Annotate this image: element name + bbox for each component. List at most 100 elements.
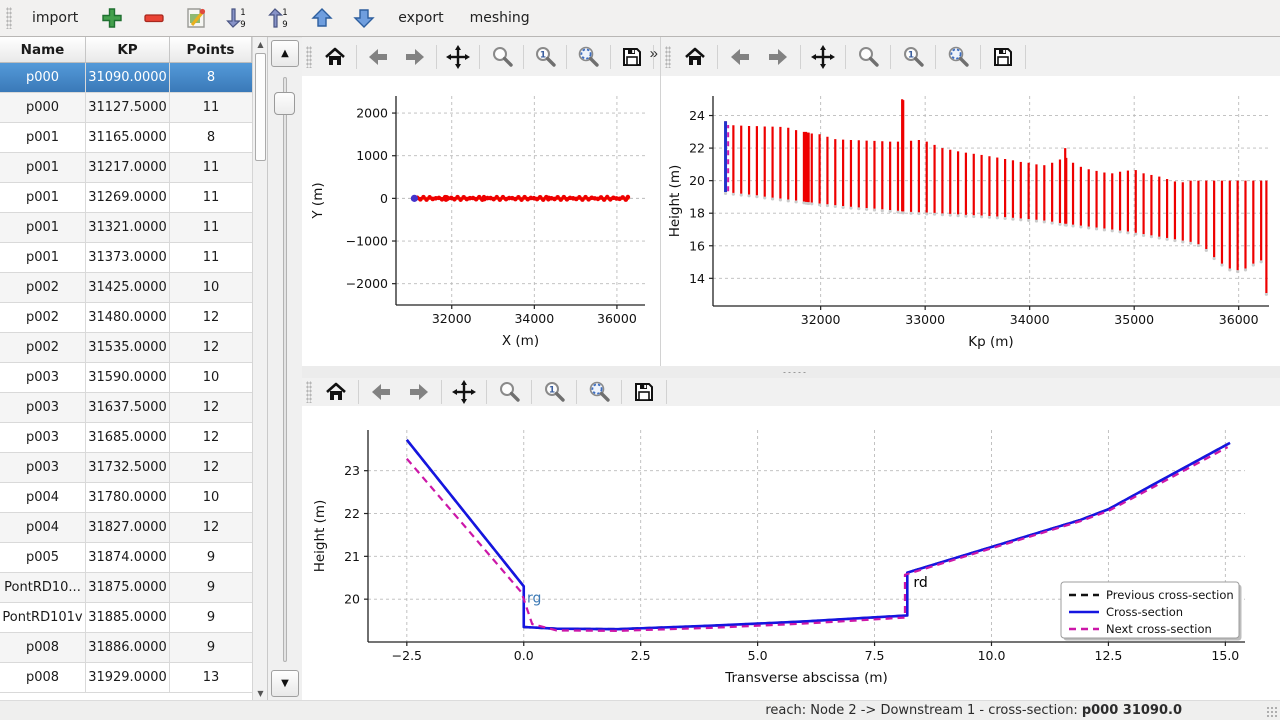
zoom-button[interactable] bbox=[850, 40, 886, 74]
slider-down-button[interactable]: ▼ bbox=[271, 670, 299, 697]
move-down-button[interactable] bbox=[346, 3, 382, 33]
svg-text:2.5: 2.5 bbox=[631, 648, 651, 663]
save-button[interactable] bbox=[985, 40, 1021, 74]
toolbar-drag-handle[interactable] bbox=[6, 7, 12, 29]
cross-section bbox=[405, 439, 1231, 631]
pan-icon bbox=[446, 44, 471, 69]
toolbar-drag-handle[interactable] bbox=[306, 381, 312, 403]
svg-text:1: 1 bbox=[540, 50, 546, 60]
export-button[interactable]: export bbox=[388, 5, 453, 31]
table-row[interactable]: p002 31535.0000 12 bbox=[0, 333, 252, 363]
pan-button[interactable] bbox=[441, 40, 475, 74]
back-button[interactable] bbox=[363, 378, 399, 406]
pan-button[interactable] bbox=[805, 40, 841, 74]
home-button[interactable] bbox=[318, 40, 352, 74]
scroll-down-icon[interactable]: ▼ bbox=[257, 688, 264, 698]
home-icon bbox=[325, 47, 345, 65]
cell-name: p002 bbox=[0, 303, 86, 332]
table-row[interactable]: p004 31780.0000 10 bbox=[0, 483, 252, 513]
horizontal-splitter[interactable] bbox=[302, 366, 1280, 378]
svg-text:9: 9 bbox=[241, 20, 246, 30]
table-row[interactable]: p001 31373.0000 11 bbox=[0, 243, 252, 273]
table-row[interactable]: p001 31321.0000 11 bbox=[0, 213, 252, 243]
slider-thumb[interactable] bbox=[274, 92, 295, 115]
forward-button[interactable] bbox=[760, 40, 796, 74]
toolbar-separator bbox=[1025, 44, 1026, 69]
table-row[interactable]: p000 31127.5000 11 bbox=[0, 93, 252, 123]
back-button[interactable] bbox=[361, 40, 395, 74]
home-button[interactable] bbox=[318, 378, 354, 406]
table-row[interactable]: PontRD101v 31885.0000 9 bbox=[0, 603, 252, 633]
svg-text:36000: 36000 bbox=[597, 311, 637, 326]
resize-grip-icon[interactable] bbox=[1266, 706, 1278, 718]
column-header-kp[interactable]: KP bbox=[86, 37, 170, 62]
svg-text:36000: 36000 bbox=[1219, 312, 1259, 327]
back-button[interactable] bbox=[722, 40, 758, 74]
table-row[interactable]: p005 31874.0000 9 bbox=[0, 543, 252, 573]
zoom-fit-button[interactable] bbox=[571, 40, 605, 74]
zoom-fit-button[interactable] bbox=[940, 40, 976, 74]
zoom-button[interactable] bbox=[491, 378, 527, 406]
table-row[interactable]: p001 31269.0000 11 bbox=[0, 183, 252, 213]
move-up-button[interactable] bbox=[304, 3, 340, 33]
add-button[interactable] bbox=[94, 3, 130, 33]
svg-text:9: 9 bbox=[283, 20, 288, 30]
cell-points: 10 bbox=[202, 490, 220, 505]
zoom-one-button[interactable]: 1 bbox=[895, 40, 931, 74]
annotation-rg: rg bbox=[527, 591, 541, 607]
table-row[interactable]: p001 31165.0000 8 bbox=[0, 123, 252, 153]
table-row[interactable]: p003 31685.0000 12 bbox=[0, 423, 252, 453]
sort-asc-icon: 19 bbox=[268, 8, 288, 30]
pan-button[interactable] bbox=[446, 378, 482, 406]
remove-button[interactable] bbox=[136, 3, 172, 33]
toolbar-drag-handle[interactable] bbox=[306, 45, 312, 68]
save-button[interactable] bbox=[626, 378, 662, 406]
profile-view-figure[interactable]: 32000 33000 34000 35000 36000 14 16 18 20 22 24 Kp … bbox=[661, 76, 1280, 366]
cell-name: p001 bbox=[0, 123, 86, 152]
cross-section-figure[interactable]: −2.5 0.0 2.5 5.0 7.5 10.0 12.5 15.0 20 21 22 23 Tran… bbox=[302, 406, 1280, 706]
cross-sections-table[interactable]: Name KP Points p000 31090.0000 8 p000 31127.50… bbox=[0, 37, 252, 700]
table-scrollbar-thumb[interactable] bbox=[255, 53, 266, 161]
zoom-one-button[interactable]: 1 bbox=[536, 378, 572, 406]
toolbar-separator bbox=[980, 44, 981, 69]
sort-desc-icon: 19 bbox=[226, 8, 246, 30]
zoom-fit-button[interactable] bbox=[581, 378, 617, 406]
slider-up-button[interactable]: ▲ bbox=[271, 40, 299, 67]
forward-button[interactable] bbox=[398, 40, 432, 74]
table-row[interactable]: p003 31590.0000 10 bbox=[0, 363, 252, 393]
cell-points: 9 bbox=[206, 550, 216, 565]
table-row[interactable]: PontRD10... 31875.0000 9 bbox=[0, 573, 252, 603]
table-row[interactable]: p003 31732.5000 12 bbox=[0, 453, 252, 483]
meshing-button[interactable]: meshing bbox=[460, 5, 540, 31]
slider-track[interactable] bbox=[283, 77, 287, 662]
import-button[interactable]: import bbox=[22, 5, 88, 31]
column-header-name[interactable]: Name bbox=[0, 37, 86, 62]
zoom-icon bbox=[500, 382, 520, 402]
top-plots-area: 1 » 32000 34000 36000 −2000 −1000 0 1000 2000 X (… bbox=[302, 37, 1280, 366]
column-header-points[interactable]: Points bbox=[170, 37, 252, 62]
save-button[interactable] bbox=[615, 40, 649, 74]
svg-text:18: 18 bbox=[689, 206, 705, 221]
scroll-up-icon[interactable]: ▲ bbox=[257, 39, 264, 49]
legend-label: Previous cross-section bbox=[1106, 588, 1234, 602]
toolbar-overflow-button[interactable]: » bbox=[649, 45, 658, 62]
table-row[interactable]: p003 31637.5000 12 bbox=[0, 393, 252, 423]
table-row[interactable]: p004 31827.0000 12 bbox=[0, 513, 252, 543]
zoom-button[interactable] bbox=[484, 40, 518, 74]
toolbar-drag-handle[interactable] bbox=[665, 45, 671, 68]
table-row[interactable]: p002 31425.0000 10 bbox=[0, 273, 252, 303]
home-button[interactable] bbox=[677, 40, 713, 74]
table-row[interactable]: p008 31886.0000 9 bbox=[0, 633, 252, 663]
table-scrollbar[interactable]: ▲ ▼ bbox=[252, 37, 267, 700]
down-icon bbox=[353, 9, 375, 28]
forward-button[interactable] bbox=[401, 378, 437, 406]
table-row[interactable]: p008 31929.0000 13 bbox=[0, 663, 252, 693]
table-row[interactable]: p000 31090.0000 8 bbox=[0, 63, 252, 93]
plan-view-figure[interactable]: 32000 34000 36000 −2000 −1000 0 1000 2000 X (m) Y… bbox=[302, 76, 660, 366]
zoom-one-button[interactable]: 1 bbox=[528, 40, 562, 74]
table-row[interactable]: p002 31480.0000 12 bbox=[0, 303, 252, 333]
edit-button[interactable] bbox=[178, 3, 214, 33]
table-row[interactable]: p001 31217.0000 11 bbox=[0, 153, 252, 183]
